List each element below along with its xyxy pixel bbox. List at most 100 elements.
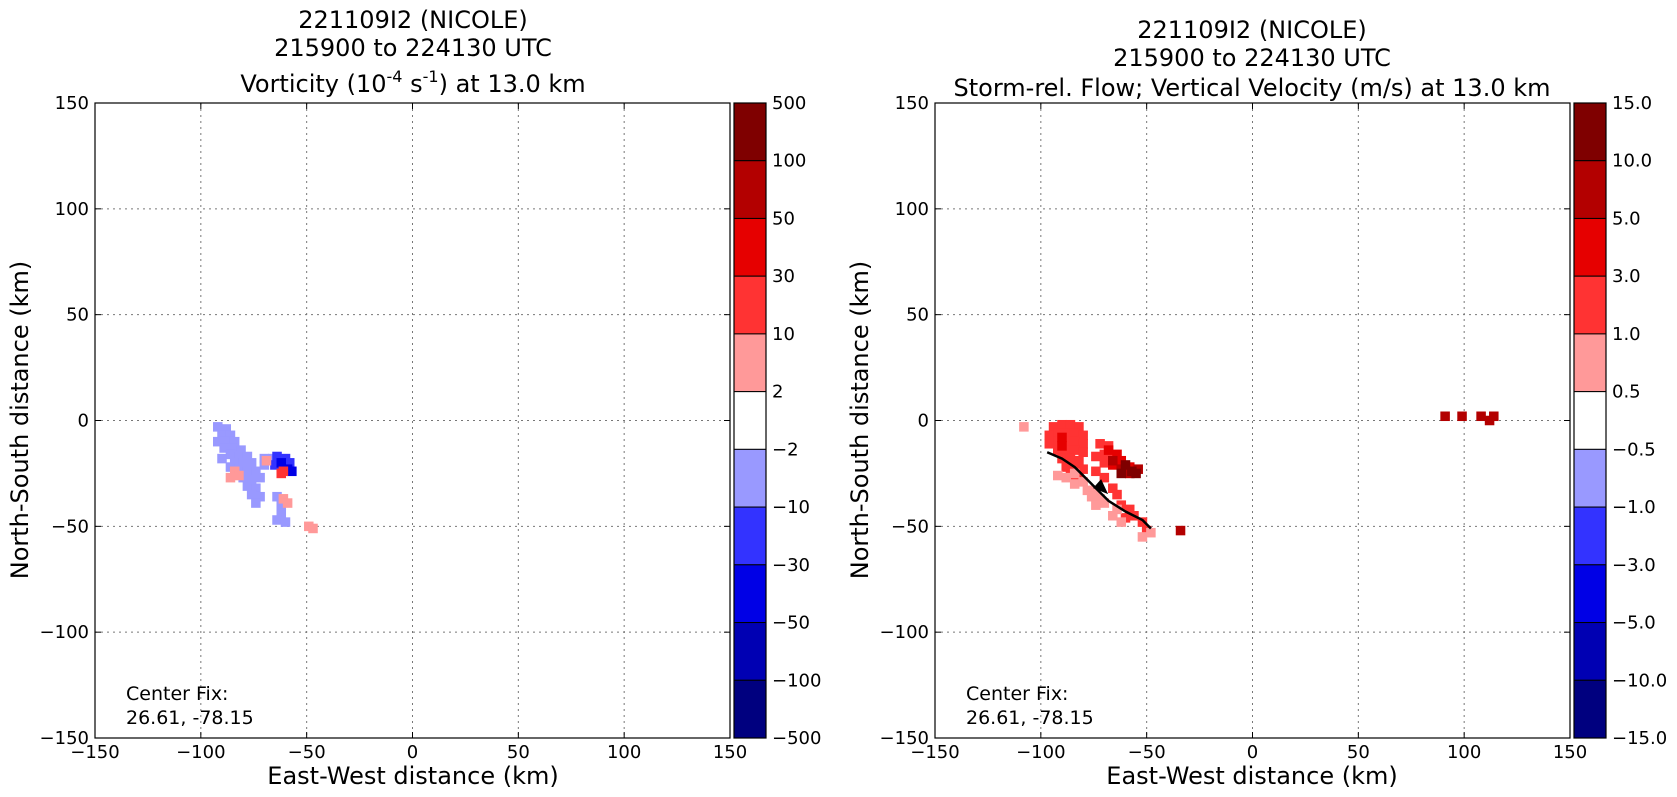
right-cell-4-0 (1120, 460, 1131, 470)
right-cell-4-2 (1131, 468, 1141, 479)
right-colorbar-swatch-3 (1573, 275, 1607, 335)
left-title-line-2: 215900 to 224130 UTC (274, 34, 552, 62)
right-cell-1-3 (1069, 479, 1080, 489)
left-cell-0-30 (251, 498, 261, 508)
left-cell-3-1 (234, 470, 244, 481)
left-title-field-sup2: -1 (423, 67, 439, 86)
right-cell-3-9 (1489, 411, 1499, 422)
right-colorbar-swatch-2 (1573, 217, 1607, 277)
right-y-axis-label: North-South distance (km) (846, 261, 874, 580)
right-cell-1-16 (1069, 468, 1080, 479)
left-cell-3-7 (308, 523, 318, 534)
left-x-tick-label-6: 150 (713, 742, 747, 763)
right-cell-0-12 (1069, 436, 1080, 447)
right-cell-4-3 (1116, 468, 1127, 479)
right-cell-1-0 (1019, 422, 1029, 432)
left-cell-0-0 (213, 422, 223, 432)
left-x-tick-label-2: −50 (288, 742, 326, 763)
right-title-line-3: Storm-rel. Flow; Vertical Velocity (m/s)… (954, 74, 1551, 102)
right-x-tick-label-6: 150 (1553, 742, 1587, 763)
left-cell-0-28 (246, 489, 257, 500)
left-cell-2-0 (276, 458, 287, 468)
right-cell-0-33 (1091, 466, 1101, 477)
right-cell-1-13 (1116, 517, 1127, 527)
right-cell-0-26 (1095, 439, 1105, 449)
left-cell-0-11 (234, 451, 244, 462)
right-title-line-1: 221109I2 (NICOLE) (1137, 16, 1367, 44)
right-cell-0-13 (1078, 439, 1088, 449)
left-x-tick-label-5: 100 (607, 742, 641, 763)
left-cell-0-4 (213, 436, 223, 447)
right-colorbar-swatch-1 (1573, 160, 1607, 219)
right-cell-0-16 (1069, 445, 1080, 455)
left-title-field-post: ) at 13.0 km (439, 70, 586, 98)
left-y-axis-label: North-South distance (km) (6, 261, 34, 580)
left-cell-0-20 (251, 466, 261, 477)
right-colorbar-swatch-5 (1573, 391, 1607, 450)
right-x-tick-label-4: 50 (1347, 742, 1370, 763)
right-cell-3-0 (1108, 455, 1118, 466)
right-colorbar-label-8: −3.0 (1612, 555, 1656, 576)
right-colorbar-swatch-0 (1573, 102, 1607, 162)
left-title-field-pre: Vorticity (10 (240, 70, 386, 98)
left-colorbar-label-11: −500 (772, 728, 821, 749)
left-cell-1-0 (272, 451, 282, 462)
right-colorbar: 15.0 10.0 5.0 3.0 1.0 0.5 −0.5 −1.0 −3.0 −5.0 −10.… (1573, 93, 1667, 749)
right-colorbar-label-9: −5.0 (1612, 613, 1656, 634)
right-y-tick-label-6: 150 (895, 93, 929, 114)
left-colorbar-label-10: −100 (772, 670, 821, 691)
right-region-3 (1108, 411, 1499, 536)
vorticity-panel: 221109I2 (NICOLE) 215900 to 224130 UTC V… (6, 6, 821, 790)
left-cell-0-10 (225, 449, 236, 460)
right-colorbar-swatch-6 (1573, 448, 1607, 508)
right-colorbar-swatch-7 (1573, 506, 1607, 566)
right-title-line-2: 215900 to 224130 UTC (1113, 44, 1391, 72)
left-cell-0-31 (272, 491, 282, 502)
right-cell-0-38 (1124, 504, 1135, 515)
left-colorbar-label-0: 500 (772, 93, 806, 114)
right-cell-0-4 (1044, 430, 1055, 441)
left-plot-frame (94, 102, 731, 739)
right-region-4 (1116, 460, 1141, 479)
right-colorbar-label-1: 10.0 (1612, 151, 1652, 172)
left-cell-3-2 (225, 472, 236, 483)
right-cell-0-20 (1074, 455, 1084, 466)
left-cell-4-1 (278, 466, 289, 477)
right-cell-1-4 (1078, 477, 1088, 487)
left-cell-0-7 (219, 443, 229, 453)
left-colorbar-swatch-7 (733, 506, 767, 566)
right-cell-1-14 (1137, 532, 1148, 542)
right-region-1 (1019, 422, 1156, 542)
left-x-tick-label-0: −150 (70, 742, 119, 763)
left-colorbar-swatch-6 (733, 448, 767, 508)
left-cell-0-15 (238, 458, 248, 468)
right-cell-1-11 (1112, 504, 1122, 515)
right-cell-3-7 (1476, 411, 1486, 422)
right-colorbar-label-0: 15.0 (1612, 93, 1652, 114)
left-cell-0-9 (236, 445, 246, 455)
left-colorbar-swatch-2 (733, 217, 767, 277)
right-cell-0-34 (1099, 472, 1110, 483)
right-cell-3-4 (1175, 525, 1186, 536)
left-cell-0-27 (251, 483, 261, 493)
left-colorbar-label-9: −50 (772, 613, 810, 634)
right-colorbar-label-10: −10.0 (1612, 670, 1667, 691)
left-colorbar-swatch-9 (733, 622, 767, 681)
left-colorbar-swatch-1 (733, 160, 767, 219)
left-colorbar: 500 100 50 30 10 2 −2 −10 −30 −50 −100 −500 (733, 93, 821, 749)
right-cell-0-41 (1137, 517, 1148, 527)
left-title-field-mid: s (402, 70, 422, 98)
left-center-fix-value: 26.61, -78.15 (126, 707, 254, 729)
left-y-tick-label-4: 50 (66, 305, 89, 326)
left-x-axis-label: East-West distance (km) (267, 762, 558, 790)
right-cell-0-3 (1074, 422, 1084, 432)
left-x-tick-label-3: 0 (407, 742, 418, 763)
right-cell-0-19 (1065, 453, 1076, 464)
left-y-tick-label-2: −50 (51, 516, 89, 537)
left-cell-3-5 (282, 498, 293, 508)
left-cell-0-1 (221, 424, 231, 434)
right-cell-2-1 (1112, 449, 1122, 460)
right-cell-0-23 (1078, 464, 1088, 474)
right-x-tick-label-3: 0 (1247, 742, 1258, 763)
left-title-field-sup1: -4 (387, 67, 403, 86)
